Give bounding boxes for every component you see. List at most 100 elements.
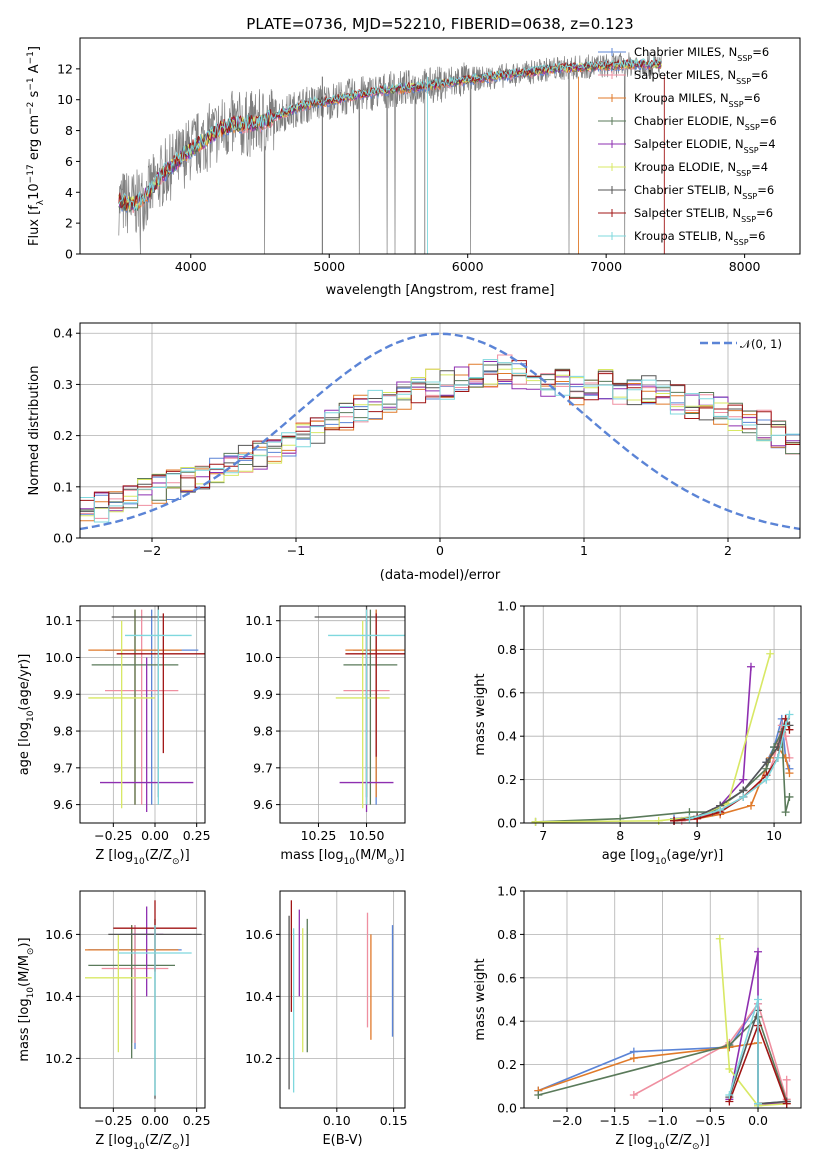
label-part: ⊙: [387, 857, 395, 867]
legend-count: =4: [759, 137, 776, 151]
y-tick-label: 10.2: [245, 1051, 273, 1066]
weight-marker: [762, 758, 771, 767]
y-tick-label: 9.6: [253, 797, 273, 812]
legend-name: Chabrier ELODIE, N: [634, 114, 745, 128]
y-tick-label: 0.3: [53, 377, 73, 392]
y-tick-label: 10.6: [245, 927, 273, 942]
axes-frame: [523, 605, 802, 824]
weight-marker: [754, 1099, 763, 1108]
x-tick-label: 4000: [175, 259, 207, 274]
label-part: (M/M: [17, 955, 32, 987]
label-part: −2: [26, 102, 36, 115]
label-part: 10: [133, 1142, 145, 1152]
figure-title: PLATE=0736, MJD=52210, FIBERID=0638, z=0…: [246, 15, 633, 33]
y-tick-label: 0.0: [497, 816, 517, 831]
legend-name: Salpeter ELODIE, N: [634, 137, 744, 151]
y-axis-label: age [log10(age/yr)]: [17, 654, 36, 776]
weight-marker: [739, 775, 748, 784]
x-tick-label: 0: [436, 543, 444, 558]
y-tick-label: 10.1: [45, 613, 73, 628]
y-tick-label: 0.0: [53, 531, 73, 546]
label-part: mass [log: [17, 998, 32, 1061]
x-tick-label: 0.25: [183, 828, 211, 843]
label-part: Flux [f: [27, 205, 42, 246]
label-part: 10: [26, 710, 36, 722]
legend-label: Kroupa MILES, NSSP=6: [634, 91, 760, 109]
label-part: 10: [344, 857, 356, 867]
label-part: )]: [17, 937, 32, 947]
histogram-step: [80, 361, 800, 538]
label-part: ⊙: [172, 857, 180, 867]
weight-marker: [629, 1090, 638, 1099]
weight-marker: [746, 662, 755, 671]
x-axis-label: E(B-V): [322, 1133, 362, 1148]
y-tick-label: 1.0: [497, 599, 517, 614]
label-part: (Z/Z: [145, 848, 172, 863]
legend-label: Chabrier STELIB, NSSP=6: [634, 183, 774, 201]
x-tick-label: 7000: [590, 259, 622, 274]
y-tick-label: 10.6: [45, 927, 73, 942]
label-part: (age/yr)]: [17, 654, 32, 711]
weight-marker: [762, 775, 771, 784]
normal-curve: [79, 332, 801, 531]
label-part: (age/yr)]: [666, 848, 723, 863]
weight-marker: [785, 710, 794, 719]
histogram-step: [80, 363, 800, 538]
weight-series-line: [719, 938, 787, 1107]
weight-series-line: [681, 722, 791, 822]
y-axis-label: mass [log10(M/M⊙)]: [17, 937, 36, 1061]
label-part: )]: [180, 1133, 190, 1148]
histogram-step: [80, 354, 800, 538]
y-tick-label: 0.4: [53, 326, 73, 341]
label-part: (Z/Z: [665, 1133, 692, 1148]
weight-marker: [685, 814, 694, 823]
model-spectrum: [118, 57, 662, 211]
y-tick-label: 10.0: [45, 650, 73, 665]
weight-marker: [781, 721, 790, 730]
x-tick-label: 8000: [729, 259, 761, 274]
legend-count: =6: [744, 91, 761, 105]
legend-name: Kroupa ELODIE, N: [634, 160, 736, 174]
label-part: erg cm: [27, 115, 42, 164]
label-part: 10: [653, 1142, 665, 1152]
label-part: s: [27, 90, 42, 101]
label-part: Z [log: [95, 1133, 133, 1148]
legend-label: Salpeter MILES, NSSP=6: [634, 68, 768, 86]
weight-marker: [782, 1099, 791, 1108]
x-axis-label: (data-model)/error: [380, 568, 501, 583]
label-part: 10: [655, 857, 667, 867]
x-tick-label: 10.50: [349, 828, 385, 843]
x-tick-label: −2.0: [552, 1113, 582, 1128]
legend-sub: SSP: [736, 77, 751, 86]
legend-count: =6: [757, 183, 774, 197]
age-vs-mass-panel: 10.25 10.50 9.6 9.7 9.8 9.9 10.0 10.1 mass [log1…: [245, 605, 406, 867]
label-part: )]: [700, 1133, 710, 1148]
label-part: λ: [36, 199, 46, 205]
histogram-step: [80, 362, 800, 538]
y-tick-label: 6: [65, 154, 73, 169]
label-part: A: [27, 64, 42, 77]
legend-label: Salpeter ELODIE, NSSP=4: [634, 137, 776, 155]
x-tick-label: 7: [539, 828, 547, 843]
legend-count: =6: [752, 45, 769, 59]
legend-name: Salpeter MILES, N: [634, 68, 736, 82]
legend-label: 𝒩(0, 1): [740, 337, 782, 351]
x-tick-label: 8: [616, 828, 624, 843]
legend-name: Kroupa STELIB, N: [634, 229, 734, 243]
y-tick-label: 0.0: [497, 1101, 517, 1116]
legend-label: Salpeter STELIB, NSSP=6: [634, 206, 773, 224]
x-tick-label: 0.00: [141, 1113, 169, 1128]
y-tick-label: 0.8: [497, 927, 517, 942]
y-tick-label: 0.1: [53, 479, 73, 494]
weight-marker: [534, 1090, 543, 1099]
weight-marker: [773, 753, 782, 762]
label-part: (Z/Z: [145, 1133, 172, 1148]
weight-marker: [725, 1041, 734, 1050]
weight-marker: [725, 1090, 734, 1099]
legend-count: =6: [760, 114, 777, 128]
x-tick-label: 10: [766, 828, 782, 843]
y-tick-label: 0.4: [497, 1014, 517, 1029]
legend-sub: SSP: [745, 123, 760, 132]
